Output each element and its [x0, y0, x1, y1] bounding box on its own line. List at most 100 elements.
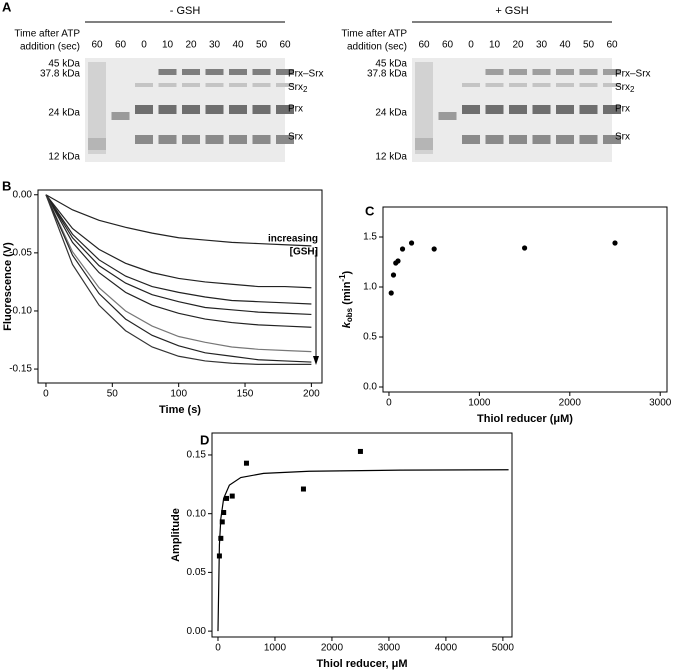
band — [485, 135, 504, 144]
point — [221, 510, 227, 516]
lane-label: 60 — [91, 40, 103, 51]
panel-label: C — [365, 203, 375, 218]
panel-label: D — [200, 432, 209, 447]
point — [390, 272, 397, 278]
band — [603, 69, 621, 75]
point — [399, 246, 406, 252]
x-tick-label: 0 — [215, 643, 221, 654]
band — [229, 135, 247, 144]
band — [579, 105, 598, 114]
x-tick-label: 2000 — [559, 398, 582, 409]
band — [135, 83, 153, 87]
y-axis-label-part: (min — [341, 281, 353, 308]
x-tick-label: 200 — [303, 389, 320, 400]
mw-label: 37.8 kDa — [367, 69, 407, 80]
band — [462, 105, 480, 114]
y-tick-label: 0.15 — [187, 450, 207, 461]
y-tick-label: 0.05 — [187, 567, 207, 578]
point — [612, 240, 618, 246]
annotation: increasing — [268, 234, 318, 245]
time-label: addition (sec) — [347, 42, 407, 53]
band — [205, 105, 224, 114]
band — [579, 135, 598, 144]
band — [182, 105, 200, 114]
x-tick-label: 50 — [107, 389, 119, 400]
lane-label: 20 — [185, 40, 197, 51]
band — [462, 83, 480, 87]
band — [182, 69, 200, 75]
plot-frame — [211, 432, 513, 638]
data-line — [45, 194, 312, 247]
band — [276, 105, 294, 114]
lane-label: 60 — [115, 40, 127, 51]
plot-frame — [37, 189, 323, 384]
point — [300, 486, 306, 492]
x-tick-label: 2000 — [321, 643, 344, 654]
band-label-text: Srx — [615, 82, 630, 93]
x-axis-label: Thiol reducer, μM — [316, 658, 407, 670]
condition-label: - GSH — [170, 5, 201, 17]
lane-label: 0 — [141, 40, 147, 51]
band-label: Prx — [615, 104, 630, 115]
band — [229, 105, 247, 114]
y-tick-label: 1.5 — [363, 232, 377, 243]
band — [158, 83, 177, 87]
x-tick-label: 3000 — [378, 643, 401, 654]
band — [229, 69, 247, 75]
y-axis-label-part: -1 — [338, 274, 347, 282]
mw-label: 12 kDa — [375, 152, 407, 163]
lane-label: 10 — [489, 40, 501, 51]
data-line — [217, 469, 509, 632]
band-label: Prx — [288, 104, 303, 115]
y-axis-label: kobs (min-1) — [338, 270, 354, 328]
annotation-arrowhead — [313, 356, 319, 365]
y-tick-label: -0.15 — [9, 364, 32, 375]
band — [182, 83, 200, 87]
band-label: Srx2 — [288, 82, 308, 94]
plot-frame — [382, 206, 668, 393]
lane-label: 20 — [512, 40, 524, 51]
band — [158, 69, 177, 75]
band — [532, 135, 551, 144]
point — [521, 245, 528, 251]
band-label: Prx–Srx — [615, 69, 651, 80]
lane-label: 10 — [162, 40, 174, 51]
band — [556, 135, 574, 144]
band — [532, 69, 551, 75]
point — [357, 448, 363, 454]
point — [431, 246, 437, 252]
mw-label: 12 kDa — [48, 152, 80, 163]
band — [579, 69, 598, 75]
band — [603, 83, 621, 87]
y-axis-label: Fluorescence (V) — [2, 242, 14, 331]
band-label: Srx — [615, 132, 630, 143]
band — [532, 83, 551, 87]
x-axis-label: Thiol reducer (μM) — [477, 413, 573, 425]
band — [205, 83, 224, 87]
y-tick-label: -0.05 — [9, 248, 32, 259]
band — [556, 83, 574, 87]
panel-label: A — [2, 0, 12, 14]
band — [509, 69, 527, 75]
band-label-sub: 2 — [630, 85, 635, 94]
band — [509, 135, 527, 144]
band — [135, 105, 153, 114]
band — [252, 69, 271, 75]
band — [205, 135, 224, 144]
x-tick-label: 5000 — [492, 643, 515, 654]
band — [485, 83, 504, 87]
data-line — [45, 194, 312, 366]
band — [509, 83, 527, 87]
ladder-band — [415, 138, 433, 150]
lane-label: 60 — [606, 40, 618, 51]
band — [205, 69, 224, 75]
mw-label: 45 kDa — [48, 59, 80, 70]
lane-label: 40 — [232, 40, 244, 51]
ladder-smear — [88, 62, 106, 154]
x-tick-label: 1000 — [468, 398, 491, 409]
lane-label: 50 — [256, 40, 268, 51]
ladder-smear — [415, 62, 433, 154]
time-label: Time after ATP — [14, 29, 80, 40]
condition-label: + GSH — [495, 5, 528, 17]
